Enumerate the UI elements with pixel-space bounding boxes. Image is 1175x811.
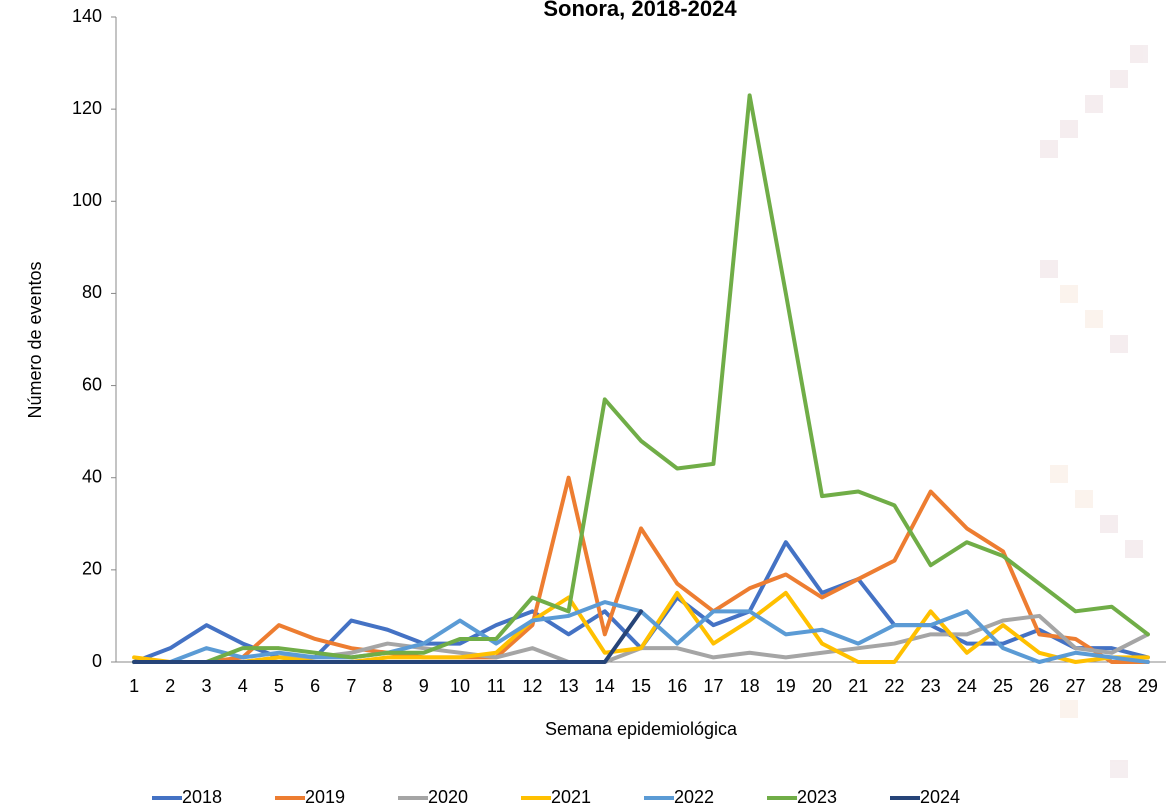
series-line xyxy=(134,95,1148,662)
x-tick-label: 8 xyxy=(383,676,393,696)
legend-label: 2023 xyxy=(797,787,837,807)
legend-label: 2024 xyxy=(920,787,960,807)
y-tick-label: 100 xyxy=(72,190,102,210)
chart: Sonora, 2018-2024 Número de eventos Sema… xyxy=(0,0,1175,811)
x-tick-label: 29 xyxy=(1138,676,1158,696)
legend-label: 2021 xyxy=(551,787,591,807)
x-tick-label: 22 xyxy=(884,676,904,696)
y-tick-label: 60 xyxy=(82,374,102,394)
x-tick-label: 17 xyxy=(703,676,723,696)
x-tick-label: 24 xyxy=(957,676,977,696)
x-tick-label: 2 xyxy=(165,676,175,696)
x-tick-label: 9 xyxy=(419,676,429,696)
x-tick-label: 4 xyxy=(238,676,248,696)
chart-title: Sonora, 2018-2024 xyxy=(543,0,737,21)
y-tick-label: 140 xyxy=(72,6,102,26)
x-tick-label: 1 xyxy=(129,676,139,696)
x-tick-label: 14 xyxy=(595,676,615,696)
x-tick-label: 12 xyxy=(522,676,542,696)
x-tick-label: 27 xyxy=(1065,676,1085,696)
y-axis-title: Número de eventos xyxy=(25,261,45,418)
y-tick-label: 80 xyxy=(82,282,102,302)
x-tick-label: 7 xyxy=(346,676,356,696)
x-tick-label: 11 xyxy=(487,676,506,696)
x-tick-label: 19 xyxy=(776,676,796,696)
x-tick-label: 26 xyxy=(1029,676,1049,696)
legend-label: 2019 xyxy=(305,787,345,807)
x-tick-label: 16 xyxy=(667,676,687,696)
x-axis-title: Semana epidemiológica xyxy=(545,719,738,739)
x-tick-label: 23 xyxy=(921,676,941,696)
x-tick-label: 28 xyxy=(1102,676,1122,696)
x-tick-label: 20 xyxy=(812,676,832,696)
y-tick-label: 40 xyxy=(82,466,102,486)
x-tick-label: 5 xyxy=(274,676,284,696)
legend-label: 2022 xyxy=(674,787,714,807)
series-line xyxy=(134,542,1148,662)
y-tick-label: 20 xyxy=(82,559,102,579)
legend-label: 2020 xyxy=(428,787,468,807)
x-tick-label: 18 xyxy=(740,676,760,696)
x-tick-label: 21 xyxy=(848,676,868,696)
legend-label: 2018 xyxy=(182,787,222,807)
page: Sonora, 2018-2024 Número de eventos Sema… xyxy=(0,0,1175,811)
x-tick-label: 13 xyxy=(559,676,579,696)
x-tick-label: 3 xyxy=(202,676,212,696)
series-line xyxy=(134,478,1148,662)
y-tick-label: 0 xyxy=(92,651,102,671)
x-tick-label: 25 xyxy=(993,676,1013,696)
x-tick-label: 10 xyxy=(450,676,470,696)
x-tick-label: 6 xyxy=(310,676,320,696)
x-tick-label: 15 xyxy=(631,676,651,696)
decoration xyxy=(1040,45,1148,778)
y-tick-label: 120 xyxy=(72,98,102,118)
